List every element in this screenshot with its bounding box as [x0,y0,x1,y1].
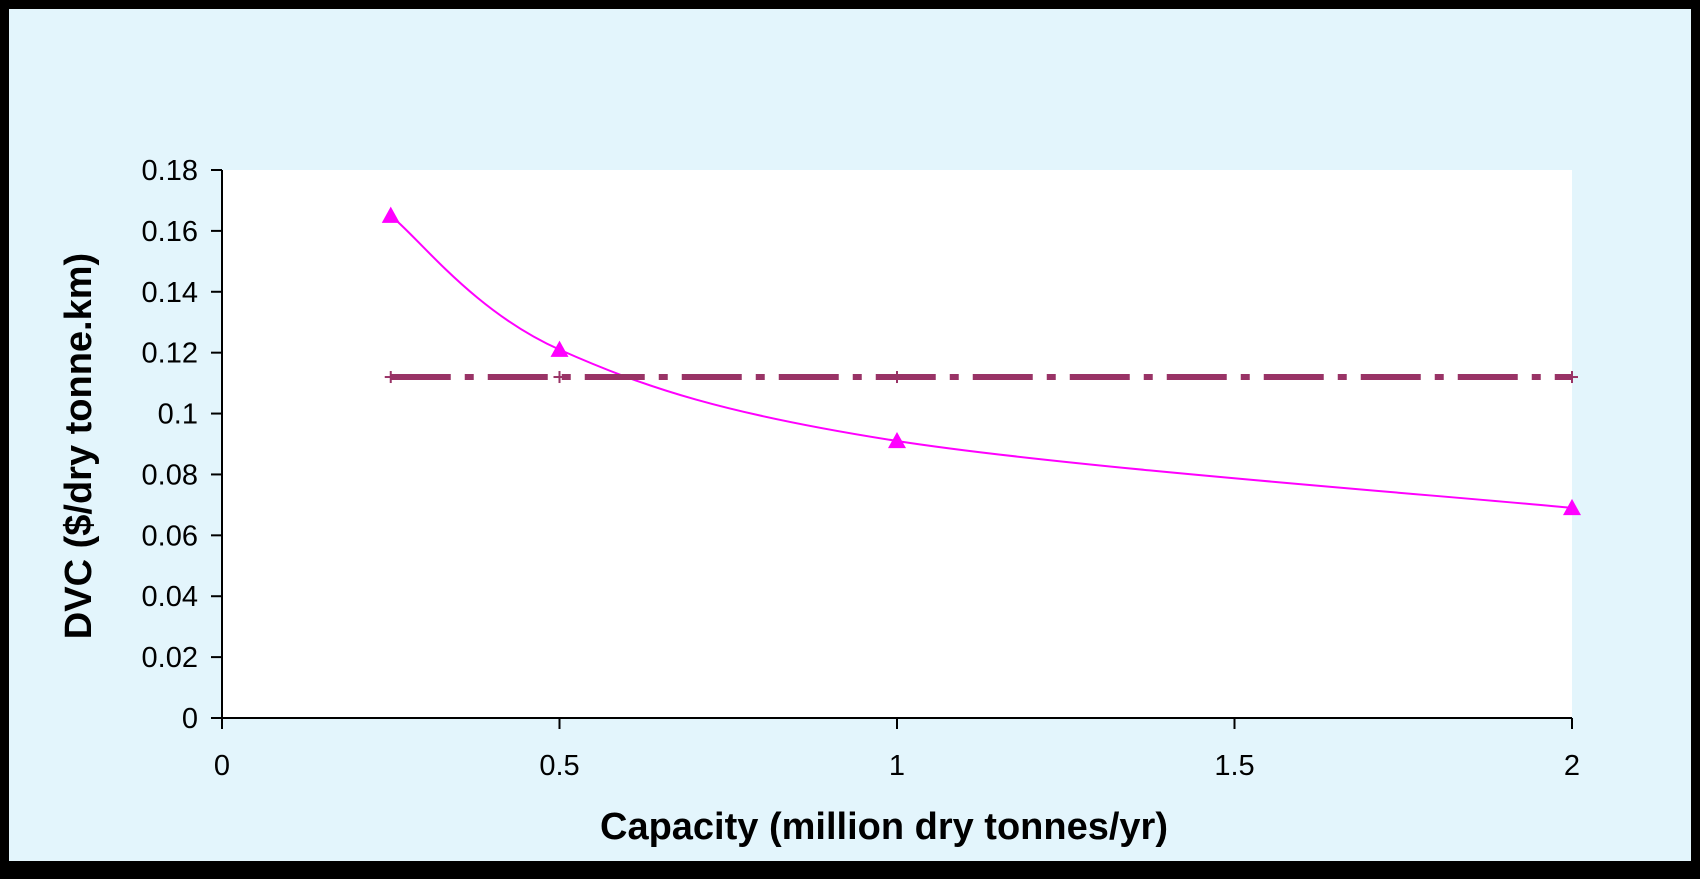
y-tick-label: 0 [182,703,198,735]
series-layer [381,206,1581,516]
y-tick-label: 0.08 [142,459,198,491]
series-2-point [891,371,903,384]
series-1-point [381,206,400,223]
line-chart: 0 0.02 0.04 0.06 0.08 0.1 0.12 0.14 0.16 0.18 0 0.5… [58,155,1581,848]
x-tick-label: 1.5 [1214,750,1254,782]
x-tick-label: 0.5 [539,750,579,782]
series-2-point [553,371,566,384]
x-tick-label: 2 [1564,750,1580,782]
y-tick-label: 0.1 [158,399,198,431]
series-1-point [888,431,906,449]
y-axis-title: DVC ($/dry tonne.km) [58,253,100,639]
series-1-point [1563,498,1581,516]
y-tick-label: 0.12 [142,338,198,370]
y-tick-label: 0.06 [142,520,198,552]
x-tick-label: 0 [214,750,230,782]
y-tick-label: 0.14 [142,277,198,309]
y-tick-label: 0.02 [142,642,198,674]
series-1-point [550,340,569,357]
series-1-line [390,214,1573,509]
x-tick-label: 1 [889,750,905,782]
series-2-point [1566,371,1578,384]
axes-layer: 0 0.02 0.04 0.06 0.08 0.1 0.12 0.14 0.16 0.18 0 0.5… [142,155,1581,782]
y-tick-label: 0.18 [142,155,198,187]
series-2-point [384,371,397,384]
x-axis-title: Capacity (million dry tonnes/yr) [600,806,1168,848]
y-tick-label: 0.04 [142,581,198,613]
y-tick-label: 0.16 [142,216,198,248]
